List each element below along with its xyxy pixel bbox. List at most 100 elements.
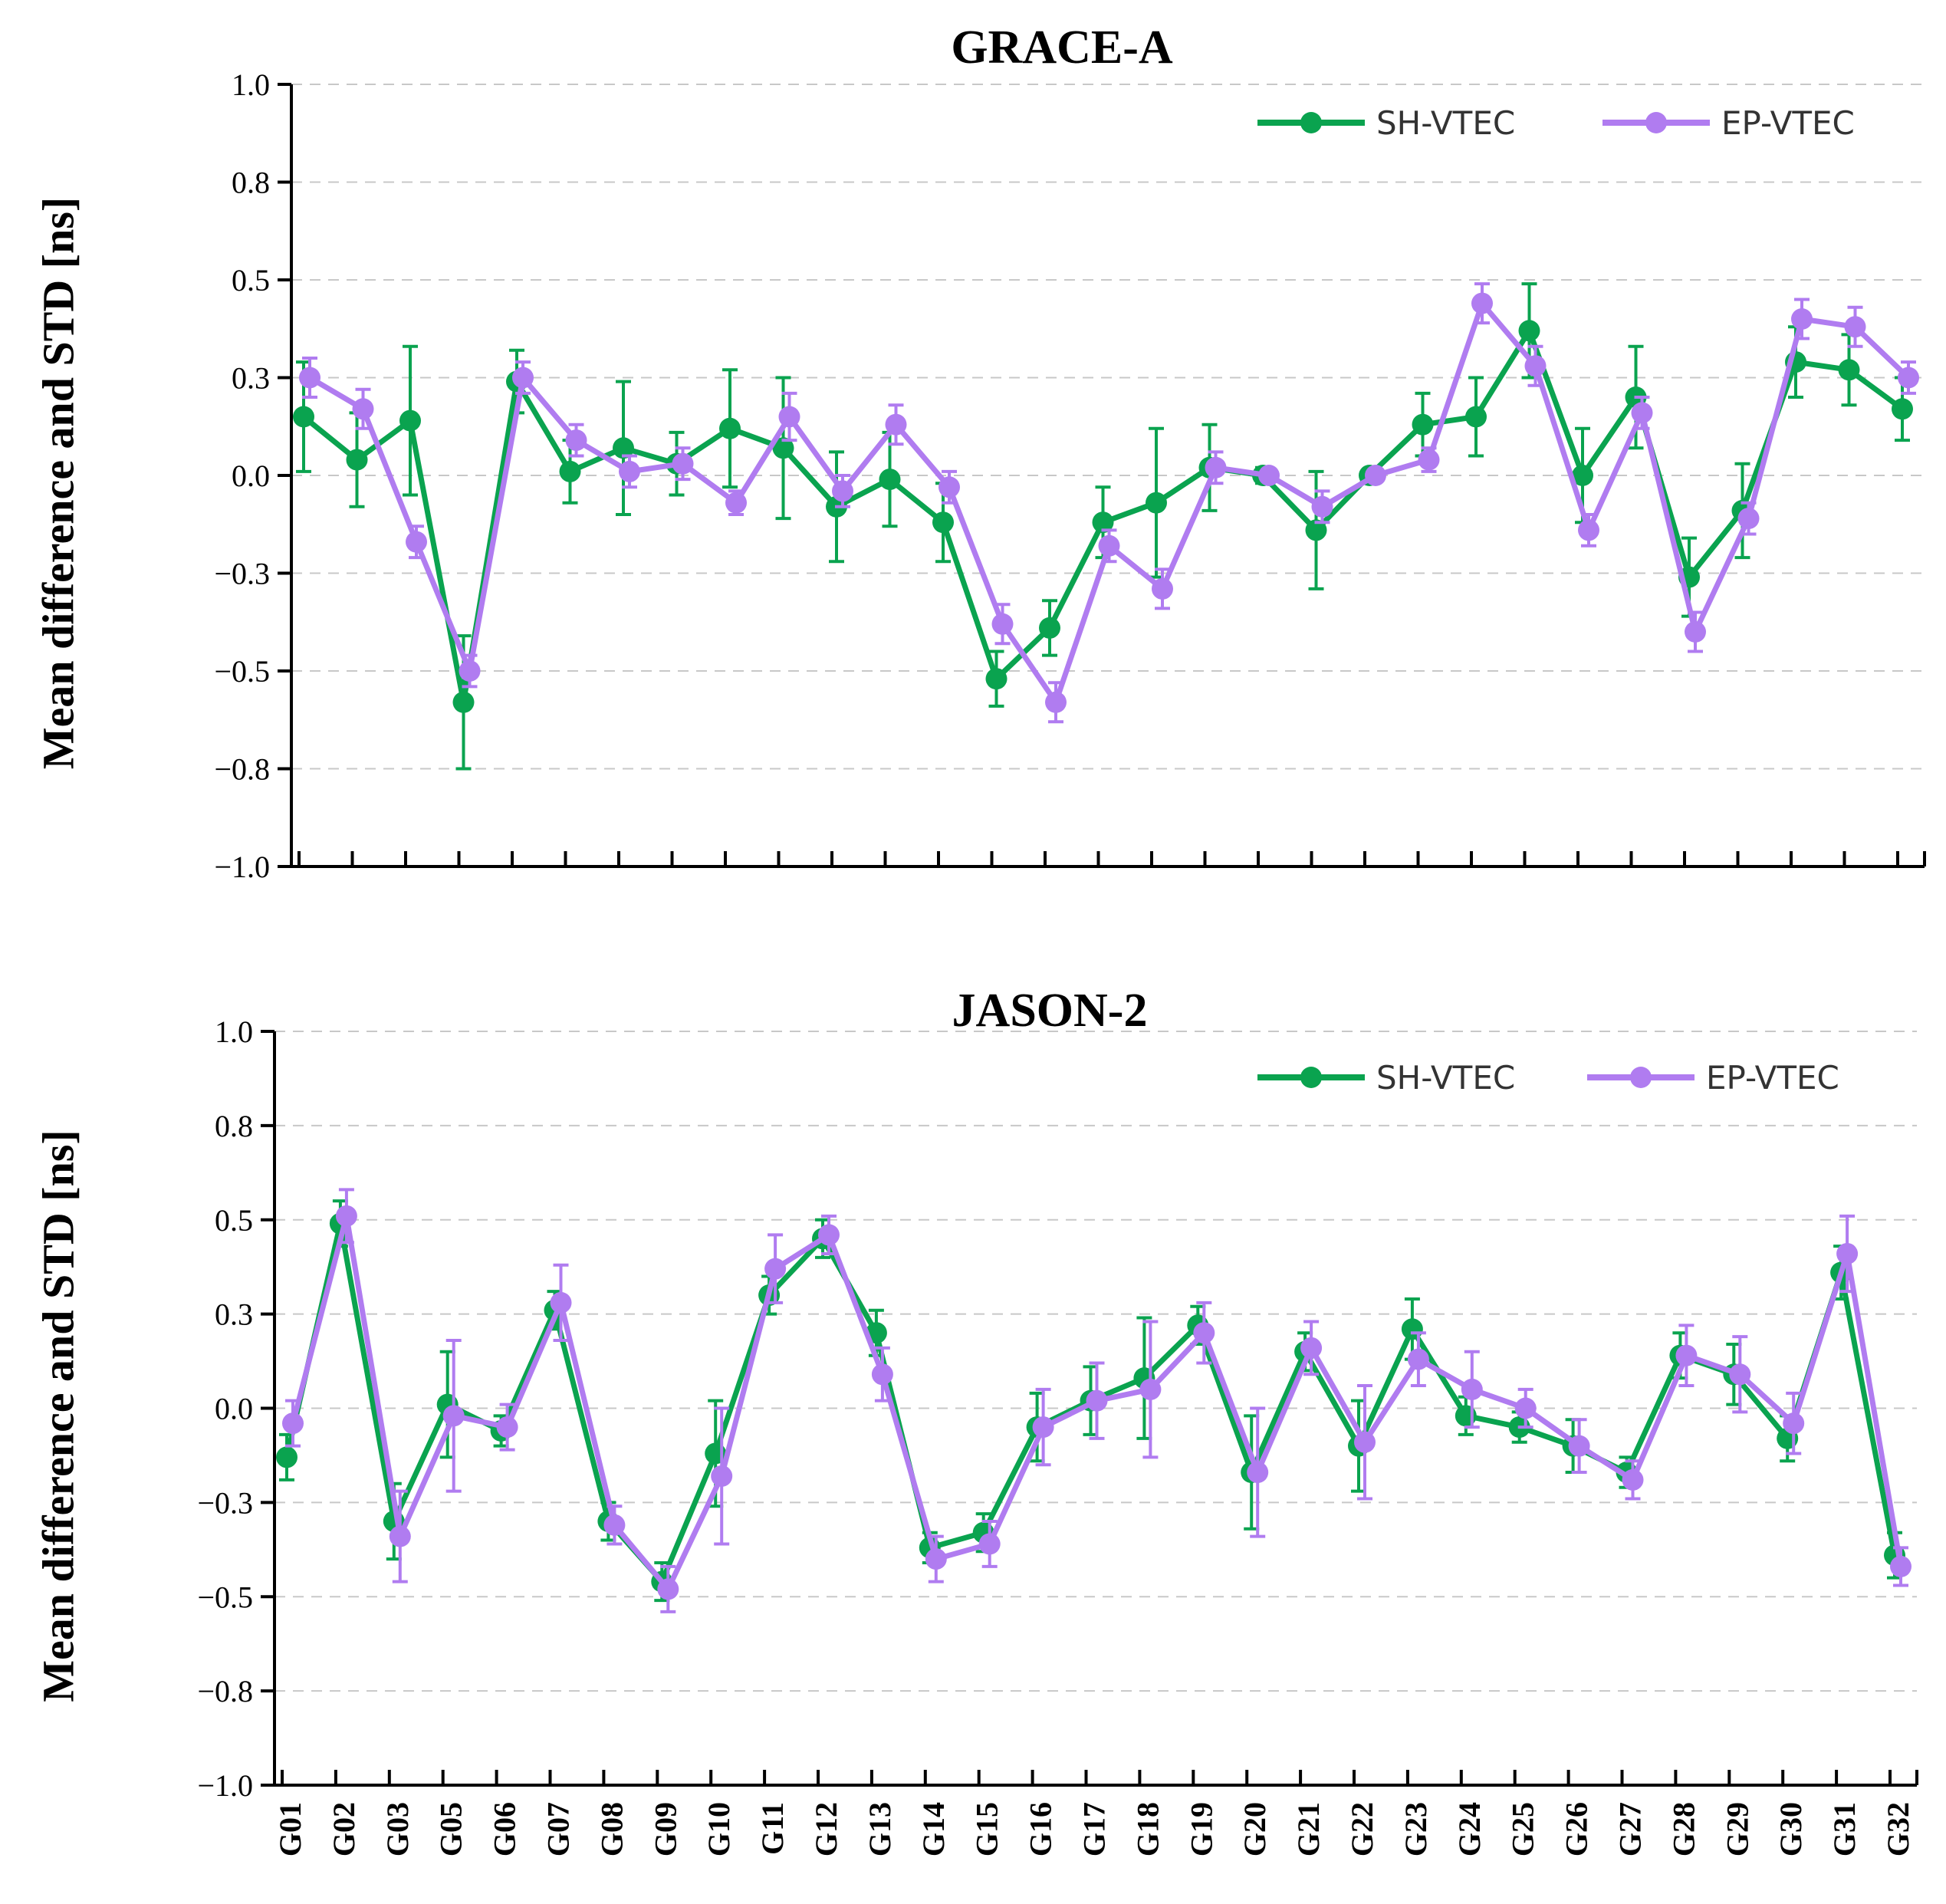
data-point: [335, 1205, 357, 1227]
x-tick-label: G14: [916, 1802, 951, 1856]
data-point: [1418, 449, 1440, 471]
data-point: [1152, 577, 1173, 600]
data-point: [1412, 413, 1434, 436]
data-point: [711, 1465, 733, 1487]
data-point: [1461, 1378, 1483, 1400]
data-point: [1139, 1378, 1162, 1400]
data-point: [991, 613, 1014, 635]
data-point: [559, 460, 581, 482]
legend-marker: [1645, 112, 1667, 133]
data-point: [1471, 292, 1493, 314]
legend: SH-VTEC EP-VTEC: [1257, 1059, 1839, 1097]
data-point: [772, 437, 794, 459]
legend: SH-VTEC EP-VTEC: [1257, 104, 1855, 142]
series-ep-vtec: [282, 1188, 1911, 1613]
data-point: [565, 429, 587, 452]
data-point: [1568, 1435, 1590, 1457]
y-tick-label: −0.8: [197, 1674, 253, 1708]
y-tick-label: 1.0: [232, 67, 270, 102]
data-point: [1898, 367, 1919, 389]
data-point: [352, 398, 374, 420]
data-point: [299, 367, 320, 389]
data-point: [406, 531, 427, 553]
x-tick-label: G28: [1666, 1802, 1701, 1856]
data-point: [346, 449, 368, 471]
data-point: [1098, 534, 1120, 557]
legend-marker: [1630, 1067, 1652, 1088]
y-tick-label: −0.3: [197, 1485, 253, 1520]
y-tick-label: −0.5: [214, 654, 270, 689]
data-point: [512, 367, 534, 389]
x-tick-label: G24: [1452, 1802, 1487, 1856]
x-tick-label: G31: [1827, 1802, 1862, 1856]
y-tick-label: 1.0: [215, 1014, 253, 1049]
x-tick-label: G03: [380, 1802, 415, 1856]
data-point: [719, 417, 741, 439]
data-point: [879, 469, 901, 491]
x-tick-label: G20: [1238, 1802, 1272, 1856]
data-point: [496, 1416, 518, 1439]
data-point: [293, 406, 314, 428]
x-tick-label: G15: [970, 1802, 1004, 1856]
data-point: [938, 476, 960, 498]
data-point: [818, 1224, 840, 1246]
data-point: [1092, 511, 1114, 534]
data-point: [1193, 1322, 1215, 1344]
data-point: [1086, 1389, 1108, 1412]
data-point: [1305, 519, 1327, 541]
y-tick-label: −0.5: [197, 1580, 253, 1614]
y-tick-label: 0.0: [232, 459, 270, 493]
x-tick-label: G27: [1613, 1802, 1648, 1856]
data-point: [613, 437, 634, 459]
y-tick-label: 0.5: [215, 1203, 253, 1238]
y-tick-label: 0.3: [215, 1297, 253, 1332]
series-ep-vtec: [299, 282, 1919, 724]
data-point: [778, 406, 800, 428]
x-tick-label: G05: [434, 1802, 468, 1856]
data-point: [1205, 456, 1227, 478]
x-tick-label: G06: [488, 1802, 522, 1856]
y-tick-label: −1.0: [197, 1768, 253, 1803]
data-point: [885, 413, 907, 436]
x-tick-label: G30: [1773, 1802, 1808, 1856]
x-tick-label: G18: [1130, 1802, 1165, 1856]
y-axis-label: Mean difference and STD [ns]: [33, 197, 83, 769]
data-point: [550, 1291, 572, 1314]
x-tick-label: G19: [1184, 1802, 1218, 1856]
data-point: [1631, 402, 1653, 424]
x-tick-label: G08: [594, 1802, 629, 1856]
data-point: [1045, 691, 1067, 713]
data-point: [871, 1363, 893, 1386]
legend-label: SH-VTEC: [1376, 1059, 1515, 1097]
data-point: [1836, 1242, 1859, 1264]
data-point: [603, 1514, 626, 1536]
data-point: [672, 452, 694, 475]
x-tick-label: G07: [541, 1802, 576, 1856]
data-point: [657, 1578, 679, 1600]
data-point: [1300, 1337, 1323, 1359]
y-tick-label: −0.8: [214, 752, 270, 787]
data-point: [725, 492, 747, 514]
data-point: [1258, 465, 1280, 486]
data-point: [1247, 1462, 1269, 1484]
data-point: [925, 1548, 947, 1570]
y-tick-label: 0.8: [215, 1109, 253, 1143]
legend-label: EP-VTEC: [1721, 104, 1855, 142]
x-tick-label: G13: [863, 1802, 897, 1856]
y-tick-label: 0.8: [232, 166, 270, 200]
data-point: [1675, 1344, 1698, 1366]
data-point: [1791, 308, 1813, 330]
x-tick-label: G16: [1024, 1802, 1058, 1856]
x-tick-label: G12: [809, 1802, 843, 1856]
data-point: [932, 511, 954, 534]
x-tick-label: G21: [1291, 1802, 1326, 1856]
y-axis-label: Mean difference and STD [ns]: [33, 1130, 83, 1702]
data-point: [282, 1412, 304, 1435]
data-point: [1407, 1348, 1429, 1370]
data-point: [389, 1525, 411, 1547]
chart-panel-0: GRACE-A Mean difference and STD [ns] 1.0 0.…: [33, 21, 1926, 884]
chart-panel-1: JASON-2 Mean difference and STD [ns] 1.0 0.…: [33, 985, 1918, 1856]
data-point: [399, 409, 421, 432]
x-tick-label: G17: [1077, 1802, 1112, 1856]
